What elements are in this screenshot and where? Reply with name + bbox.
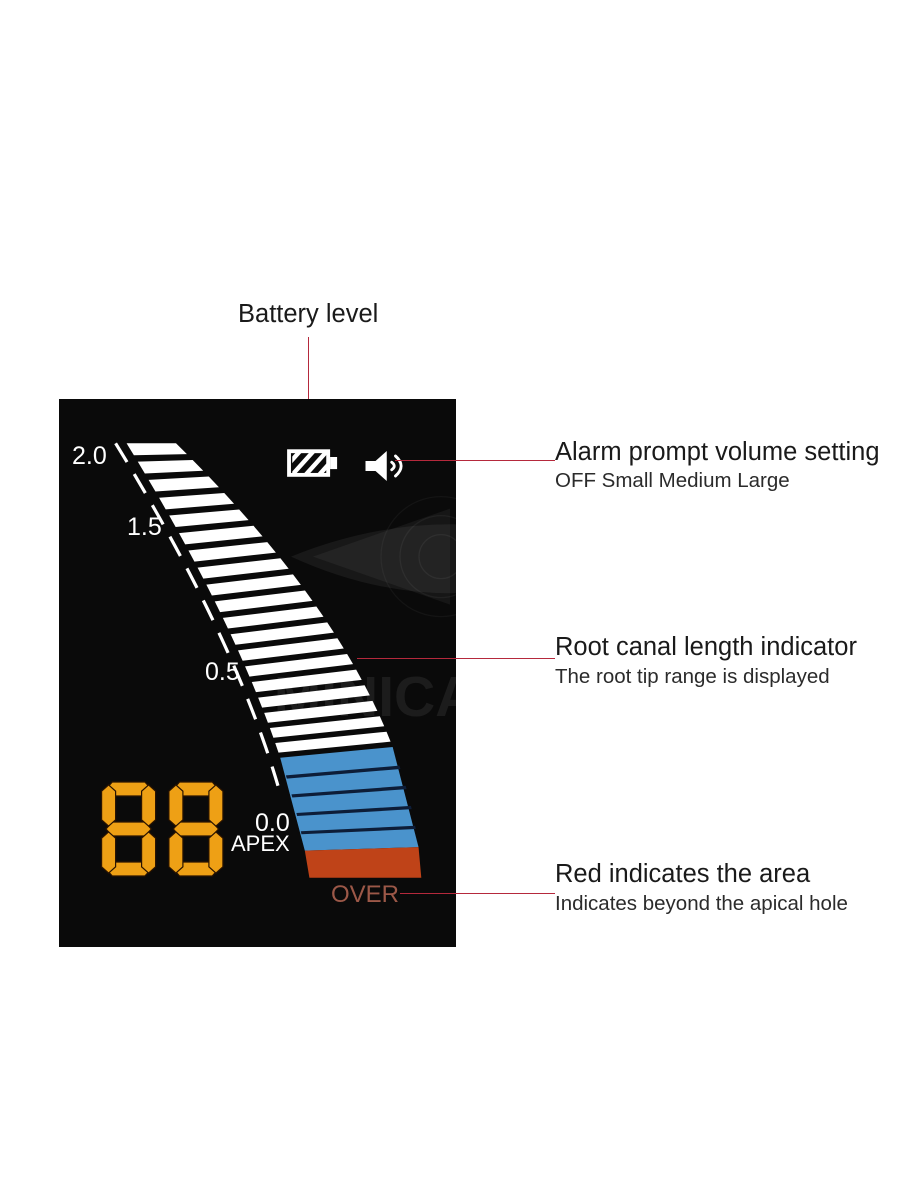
svg-text:1.5: 1.5	[127, 513, 162, 541]
svg-text:0.5: 0.5	[205, 658, 240, 686]
svg-text:APEX: APEX	[231, 831, 290, 856]
svg-text:OVER: OVER	[331, 881, 399, 908]
svg-text:2.0: 2.0	[72, 442, 107, 470]
